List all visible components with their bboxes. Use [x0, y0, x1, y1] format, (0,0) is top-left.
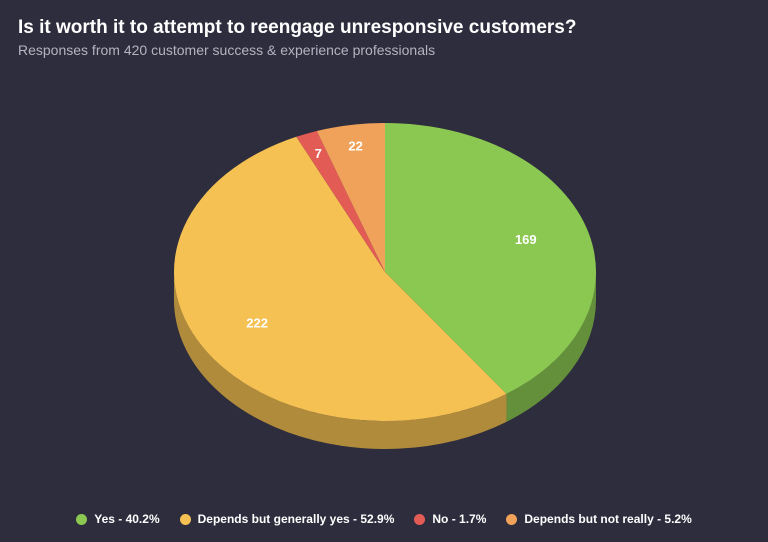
chart-subtitle: Responses from 420 customer success & ex… [18, 42, 435, 58]
legend-item: No - 1.7% [414, 512, 486, 526]
pie-side [174, 272, 507, 450]
data-label: 169 [515, 232, 537, 247]
legend-label: Yes - 40.2% [94, 512, 160, 526]
data-label: 222 [246, 316, 268, 331]
pie-slice [385, 123, 596, 394]
chart-title: Is it worth it to attempt to reengage un… [18, 17, 576, 38]
pie-slice [174, 136, 507, 421]
pie-side [506, 272, 596, 422]
data-label: 7 [315, 146, 322, 161]
legend-item: Yes - 40.2% [76, 512, 160, 526]
pie-slice [296, 130, 385, 272]
legend-label: No - 1.7% [432, 512, 487, 526]
legend-item: Depends but not really - 5.2% [506, 512, 692, 526]
legend-item: Depends but generally yes - 52.9% [179, 512, 395, 526]
legend-label: Depends but not really - 5.2% [524, 512, 692, 526]
legend-swatch [414, 513, 426, 525]
legend-swatch [506, 513, 518, 525]
legend: Yes - 40.2% Depends but generally yes - 5… [0, 512, 768, 526]
data-label: 22 [348, 138, 362, 153]
legend-swatch [76, 513, 88, 525]
legend-label: Depends but generally yes - 52.9% [197, 512, 395, 526]
pie-slice [316, 123, 385, 272]
legend-swatch [179, 513, 191, 525]
